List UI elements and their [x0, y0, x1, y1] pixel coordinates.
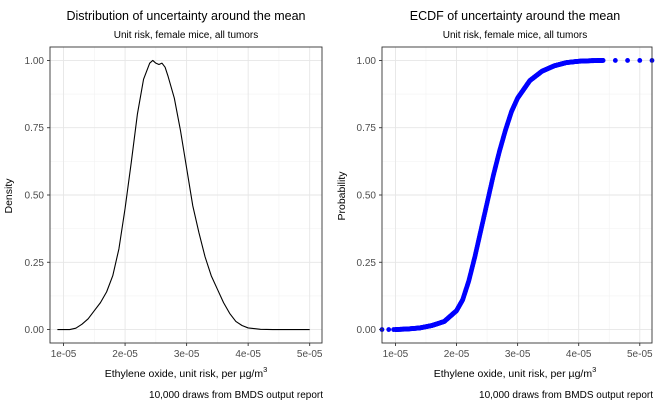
density-y-axis-title: Density — [3, 178, 15, 214]
ecdf-plot-area — [379, 58, 655, 332]
ecdf-point — [637, 58, 643, 63]
ecdf-x-tick-label: 3e-05 — [505, 349, 531, 360]
ecdf-x-tick-label: 4e-05 — [566, 349, 592, 360]
ecdf-y-axis-title: Probability — [336, 171, 348, 221]
density-y-tick-label: 0.00 — [25, 325, 45, 336]
ecdf-x-axis-title-superscript: 3 — [592, 365, 596, 374]
density-x-axis-title: Ethylene oxide, unit risk, per µg/m3 — [105, 365, 268, 380]
density-chart-title: Distribution of uncertainty around the m… — [66, 9, 305, 23]
ecdf-point — [625, 58, 630, 63]
ecdf-x-tick-label: 5e-05 — [627, 349, 653, 360]
ecdf-y-tick-label: 0.75 — [357, 123, 377, 134]
ecdf-y-tick-label: 0.00 — [357, 325, 377, 336]
ecdf-panel: ECDF of uncertainty around the mean Unit… — [336, 9, 655, 401]
ecdf-gridlines — [382, 47, 652, 343]
ecdf-x-tick-label: 2e-05 — [444, 349, 470, 360]
ecdf-y-tick-label: 1.00 — [357, 56, 377, 67]
ecdf-point — [391, 327, 397, 332]
density-x-tick-label: 3e-05 — [174, 349, 200, 360]
density-panel: Distribution of uncertainty around the m… — [3, 9, 323, 401]
ecdf-x-axis-title-text: Ethylene oxide, unit risk, per µg/m — [434, 368, 593, 380]
ecdf-chart-subtitle: Unit risk, female mice, all tumors — [443, 30, 587, 41]
density-y-tick-label: 0.75 — [25, 123, 45, 134]
density-x-tick-label: 5e-05 — [297, 349, 323, 360]
ecdf-chart-title: ECDF of uncertainty around the mean — [410, 9, 621, 23]
density-x-tick-label: 4e-05 — [235, 349, 261, 360]
density-x-axis-title-text: Ethylene oxide, unit risk, per µg/m — [105, 368, 264, 380]
ecdf-caption: 10,000 draws from BMDS output report — [479, 390, 653, 401]
density-x-tick-label: 2e-05 — [112, 349, 138, 360]
density-chart-subtitle: Unit risk, female mice, all tumors — [114, 30, 258, 41]
density-x-axis-title-superscript: 3 — [263, 365, 267, 374]
density-axes: 1e-05 2e-05 3e-05 4e-05 5e-05 0.00 0.25 0.50 0.7… — [25, 46, 323, 360]
ecdf-point — [612, 58, 618, 63]
density-plot-area — [57, 59, 310, 331]
density-gridlines — [50, 47, 322, 343]
ecdf-y-tick-label: 0.25 — [357, 258, 377, 269]
ecdf-point — [386, 327, 392, 332]
ecdf-axes: 1e-05 2e-05 3e-05 4e-05 5e-05 0.00 0.25 0.50 0.7… — [357, 46, 653, 360]
ecdf-x-tick-label: 1e-05 — [383, 349, 409, 360]
ecdf-x-axis-title: Ethylene oxide, unit risk, per µg/m3 — [434, 365, 597, 380]
ecdf-point — [600, 58, 606, 63]
density-curve — [57, 59, 310, 331]
density-y-tick-label: 1.00 — [25, 56, 45, 67]
density-caption: 10,000 draws from BMDS output report — [149, 390, 323, 401]
ecdf-y-tick-label: 0.50 — [357, 191, 377, 202]
density-y-tick-label: 0.25 — [25, 258, 45, 269]
density-y-tick-label: 0.50 — [25, 191, 45, 202]
density-x-tick-label: 1e-05 — [51, 349, 77, 360]
